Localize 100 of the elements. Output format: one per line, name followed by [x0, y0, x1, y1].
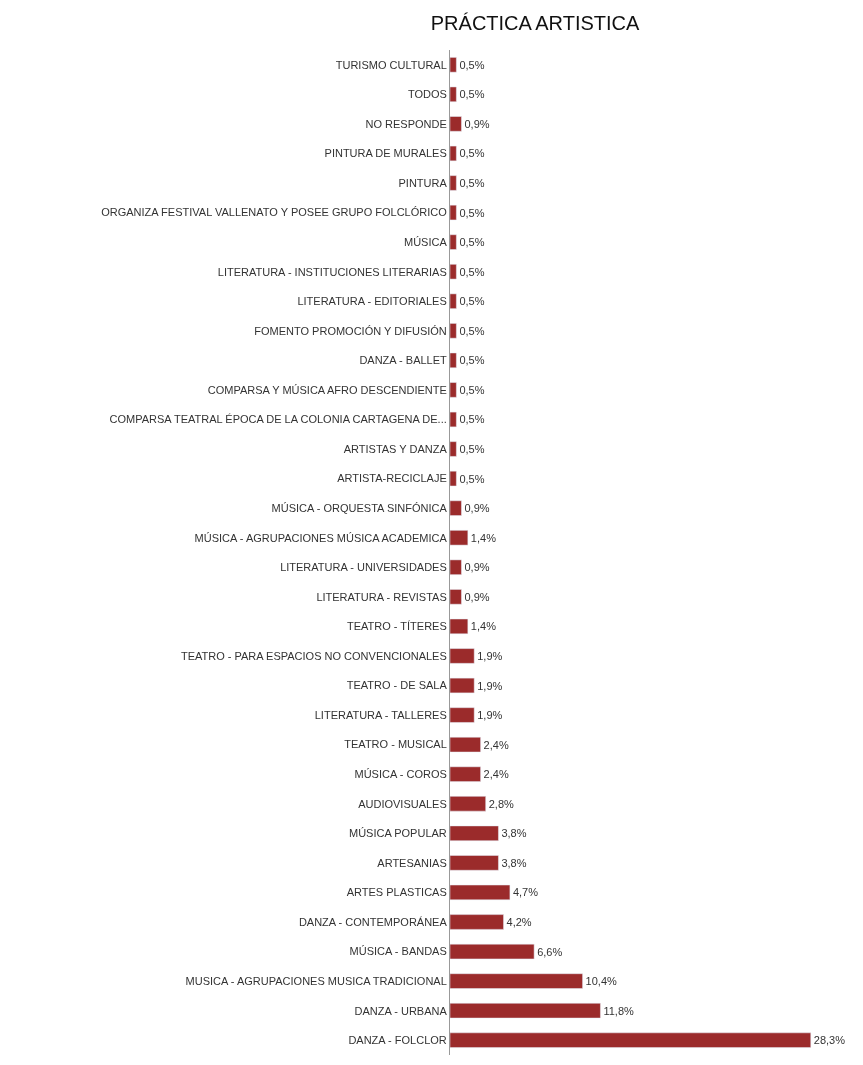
y-tick-label: MÚSICA POPULAR	[348, 827, 447, 840]
data-label: 0,5%	[459, 206, 485, 219]
bar	[450, 530, 469, 546]
bar	[450, 914, 504, 930]
data-label: 4,2%	[506, 915, 532, 928]
data-label: 0,5%	[459, 265, 485, 278]
bar	[450, 825, 499, 841]
bar	[450, 352, 457, 369]
bar	[450, 441, 457, 457]
bar	[450, 116, 462, 132]
bar	[450, 382, 457, 398]
data-label: 0,9%	[464, 561, 490, 574]
bar	[450, 736, 481, 753]
bar	[450, 1003, 601, 1019]
y-tick-label: TEATRO - TÍTERES	[346, 620, 447, 633]
bar	[450, 589, 462, 605]
data-label: 2,8%	[488, 797, 514, 810]
y-tick-label: DANZA - FOLCLOR	[348, 1034, 447, 1047]
y-tick-label: PINTURA DE MURALES	[324, 147, 447, 160]
bar	[450, 293, 457, 309]
y-tick-label: DANZA - BALLET	[359, 354, 448, 367]
data-label: 3,8%	[501, 827, 527, 840]
data-label: 0,5%	[459, 354, 485, 367]
y-tick-label: ARTES PLASTICAS	[346, 886, 447, 899]
bar	[450, 204, 457, 221]
data-label: 0,5%	[459, 383, 485, 396]
data-label: 0,9%	[464, 117, 490, 130]
y-tick-label: TEATRO - MUSICAL	[344, 738, 447, 751]
data-label: 0,5%	[459, 295, 485, 308]
bar	[450, 411, 457, 428]
y-tick-label: COMPARSA TEATRAL ÉPOCA DE LA COLONIA CARTAGENA DE...	[109, 413, 447, 426]
data-label: 0,5%	[459, 147, 485, 160]
bar	[450, 618, 469, 635]
y-tick-label: MÚSICA - COROS	[354, 768, 447, 781]
bar	[450, 766, 481, 782]
y-tick-label: PINTURA	[398, 176, 448, 189]
bar	[450, 943, 535, 960]
bar	[450, 648, 475, 664]
y-tick-label: LITERATURA - INSTITUCIONES LITERARIAS	[217, 265, 447, 278]
y-tick-label: LITERATURA - EDITORIALES	[297, 295, 447, 308]
bar	[450, 707, 475, 723]
data-label: 2,4%	[483, 738, 509, 751]
data-label: 1,4%	[470, 620, 497, 633]
data-label: 28,3%	[813, 1034, 846, 1047]
chart-title: PRÁCTICA ARTISTICA	[430, 11, 640, 34]
y-tick-label: MÚSICA - AGRUPACIONES MÚSICA ACADEMICA	[194, 531, 448, 544]
y-tick-label: DANZA - CONTEMPORÁNEA	[298, 915, 448, 928]
bar	[450, 470, 457, 487]
data-label: 4,7%	[512, 886, 539, 899]
data-label: 0,5%	[459, 324, 485, 337]
y-tick-label: TODOS	[407, 88, 447, 101]
y-tick-label: LITERATURA - REVISTAS	[316, 590, 447, 603]
y-tick-label: COMPARSA Y MÚSICA AFRO DESCENDIENTE	[207, 383, 447, 396]
bar	[450, 86, 457, 102]
bar	[450, 1032, 812, 1048]
data-label: 0,5%	[459, 177, 485, 190]
y-tick-label: DANZA - URBANA	[354, 1004, 448, 1017]
bar	[450, 796, 486, 812]
y-tick-label: MUSICA - AGRUPACIONES MUSICA TRADICIONAL	[185, 974, 447, 987]
data-label: 3,8%	[501, 856, 527, 869]
data-label: 0,9%	[464, 502, 490, 515]
y-tick-label: ARTISTAS Y DANZA	[343, 442, 448, 455]
data-label: 6,6%	[537, 945, 563, 958]
data-label: 1,9%	[477, 679, 503, 692]
y-tick-label: LITERATURA - TALLERES	[314, 708, 447, 721]
y-tick-label: MÚSICA	[404, 235, 448, 248]
y-tick-label: LITERATURA - UNIVERSIDADES	[280, 561, 447, 574]
bar	[450, 145, 457, 162]
y-tick-label: MÚSICA - ORQUESTA SINFÓNICA	[271, 502, 448, 515]
bar	[450, 57, 457, 73]
data-label: 1,9%	[477, 709, 503, 722]
bar	[450, 234, 457, 250]
bar	[450, 500, 462, 516]
y-tick-label: ARTESANIAS	[377, 856, 447, 869]
y-tick-label: NO RESPONDE	[365, 117, 447, 130]
data-label: 0,5%	[459, 413, 485, 426]
bar	[450, 973, 583, 989]
bar	[450, 677, 475, 694]
data-label: 0,9%	[464, 590, 490, 603]
y-tick-label: TEATRO - DE SALA	[346, 679, 448, 692]
bar	[450, 559, 462, 575]
data-label: 1,9%	[477, 649, 503, 662]
data-label: 1,4%	[470, 531, 497, 544]
y-tick-label: MÚSICA - BANDAS	[349, 945, 447, 958]
bar	[450, 323, 457, 339]
y-tick-label: FOMENTO PROMOCIÓN Y DIFUSIÓN	[254, 324, 447, 337]
data-label: 0,5%	[459, 58, 485, 71]
data-label: 10,4%	[585, 975, 617, 988]
bar	[450, 264, 457, 280]
bar	[450, 175, 457, 191]
y-tick-label: TEATRO - PARA ESPACIOS NO CONVENCIONALES	[180, 649, 447, 662]
data-label: 0,5%	[459, 443, 485, 456]
y-tick-label: ARTISTA-RECICLAJE	[337, 472, 447, 485]
y-tick-label: TURISMO CULTURAL	[335, 58, 447, 71]
y-tick-label: ORGANIZA FESTIVAL VALLENATO Y POSEE GRUPO FOLCLÓRICO	[101, 206, 448, 219]
data-label: 2,4%	[483, 768, 509, 781]
bar	[450, 884, 511, 901]
bar	[450, 855, 499, 871]
y-tick-label: AUDIOVISUALES	[358, 797, 447, 810]
data-label: 0,5%	[459, 472, 485, 485]
